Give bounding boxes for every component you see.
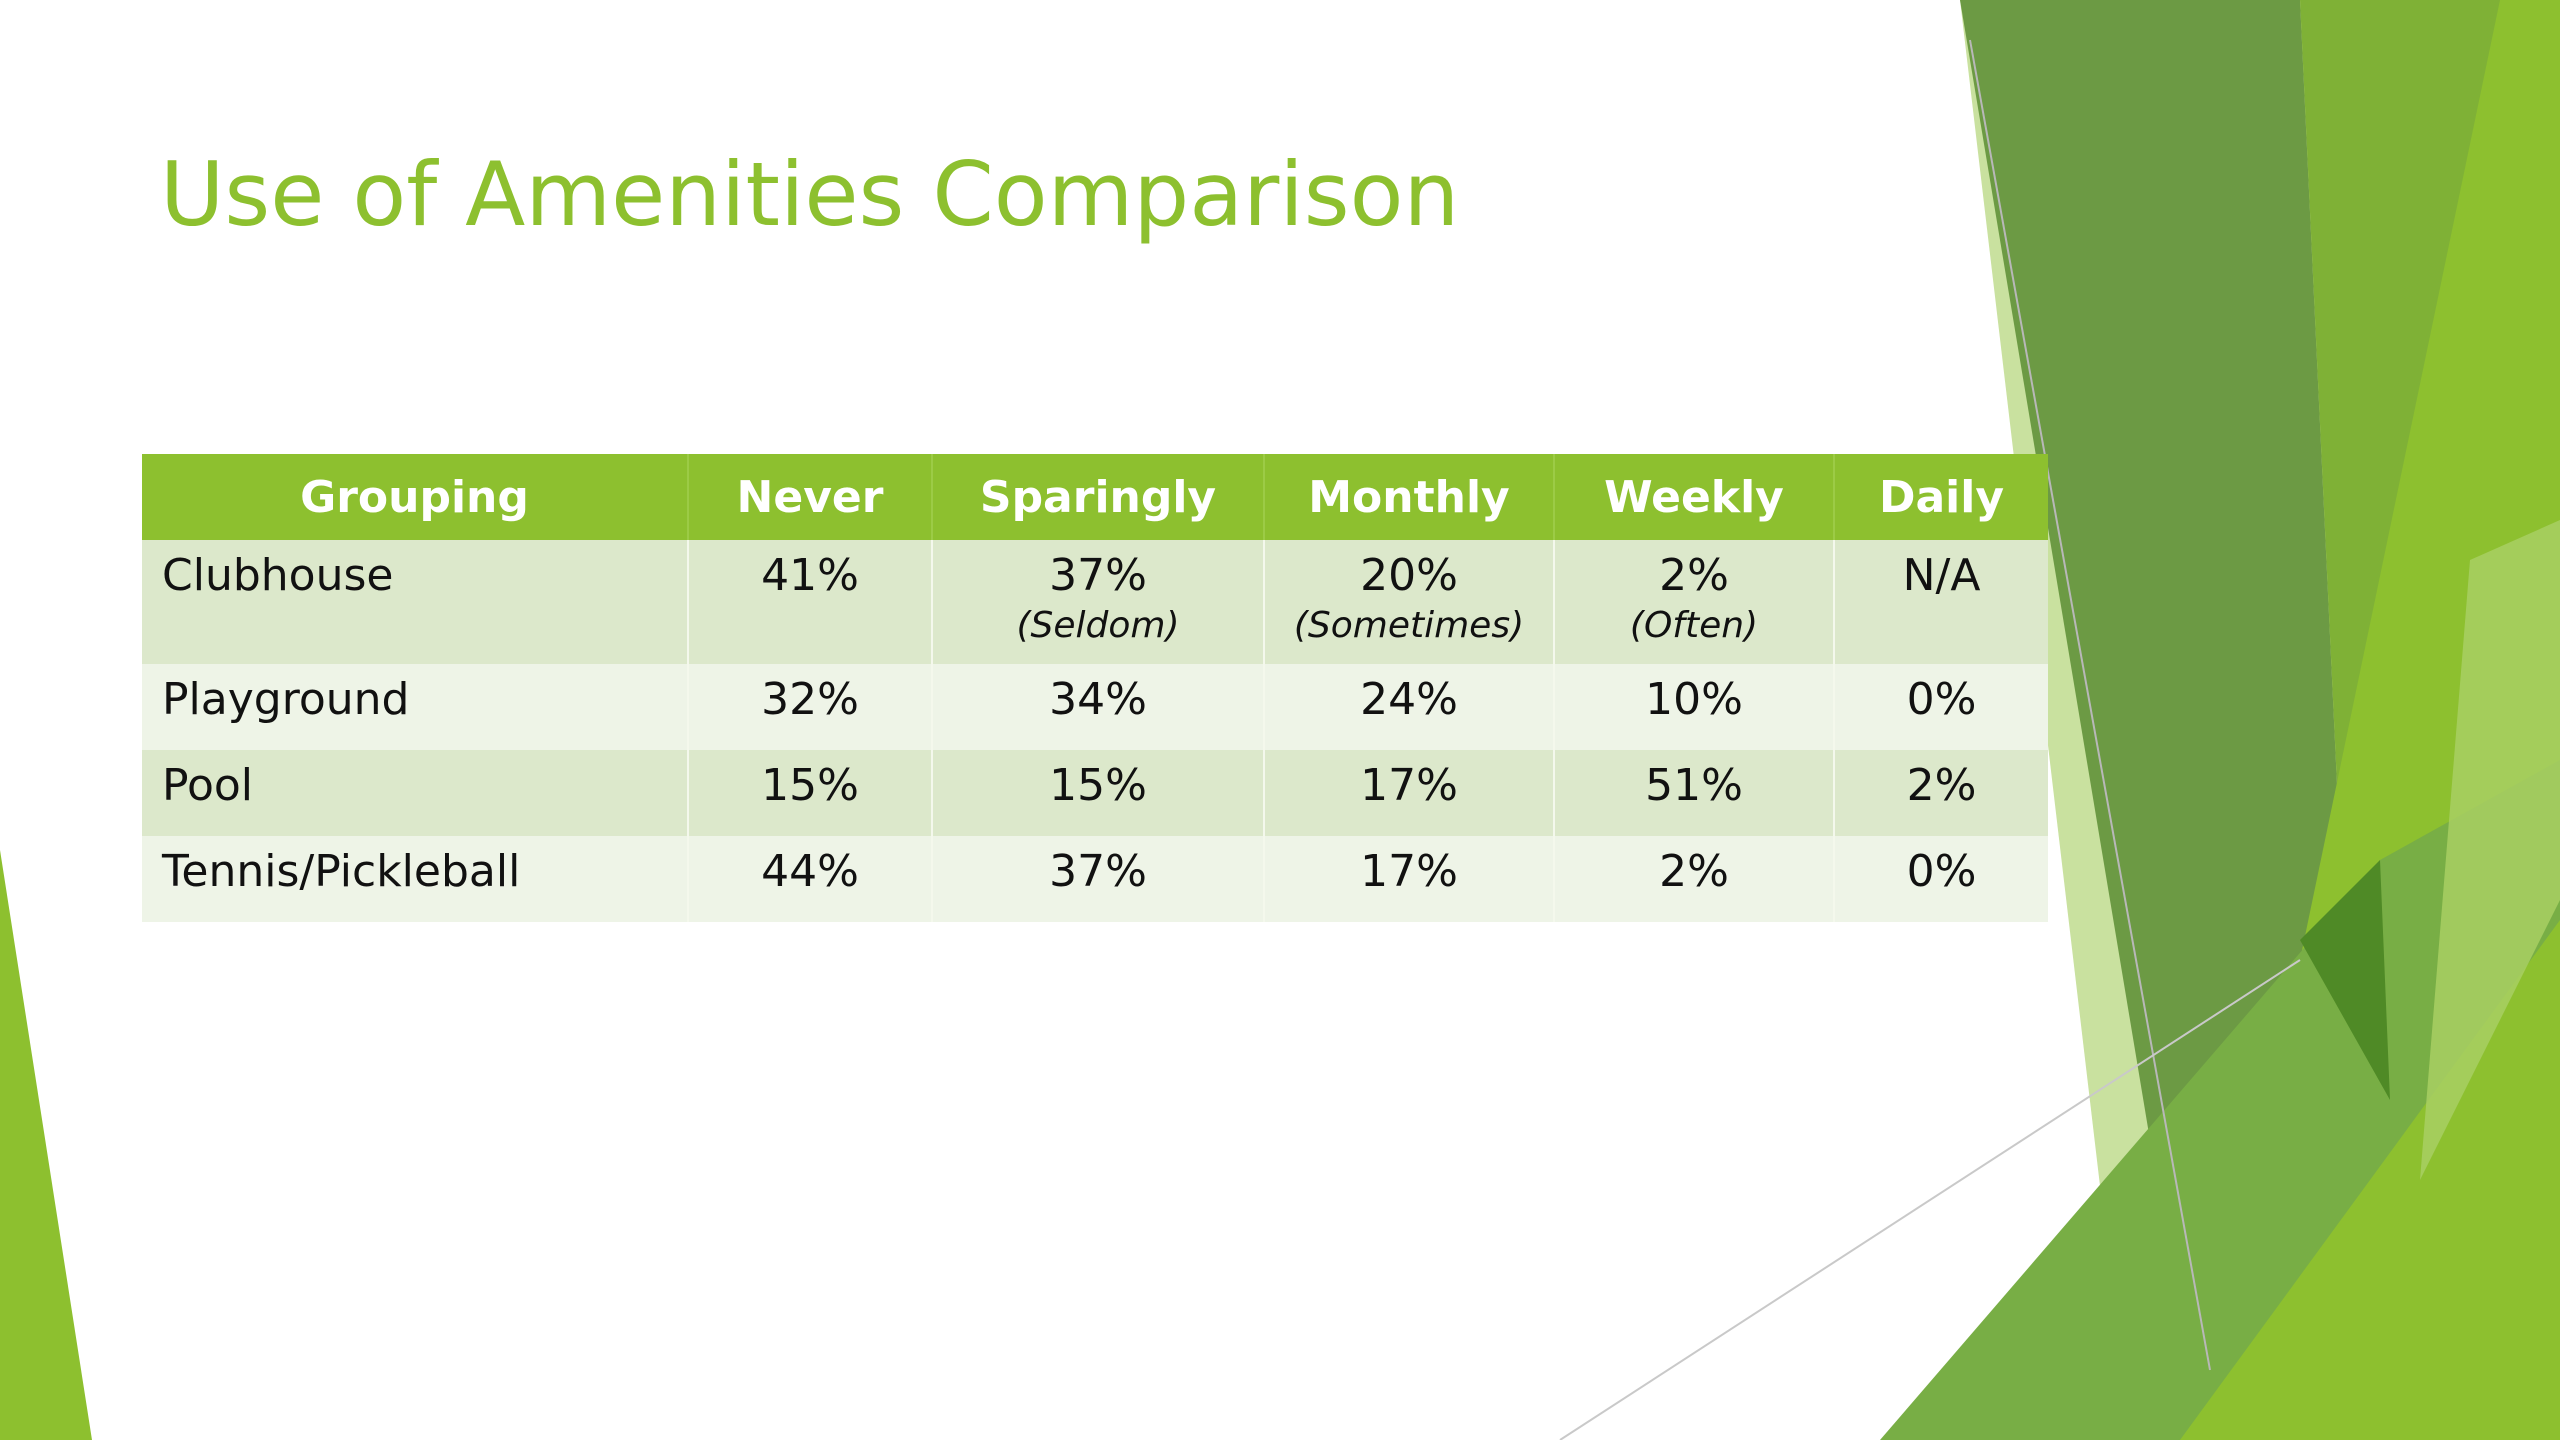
table-cell: 37% [932,836,1265,922]
row-label: Tennis/Pickleball [142,836,689,922]
table-row-playground: Playground 32% 34% 24% 10% 0% [142,664,2048,750]
table-cell: 2% [1834,750,2048,836]
right-facet-lower-deep [2300,860,2390,1100]
table-cell: 41% [688,540,933,664]
header-monthly: Monthly [1264,454,1555,540]
slide-title: Use of Amenities Comparison [160,143,1460,246]
table-cell: N/A [1834,540,2048,664]
cell-note: (Often) [1629,605,1759,646]
table-cell: 2% (Often) [1554,540,1835,664]
table-header-row: Grouping Never Sparingly Monthly Weekly … [142,454,2048,540]
header-grouping: Grouping [142,454,689,540]
table-cell: 0% [1834,836,2048,922]
row-label: Pool [142,750,689,836]
table-row-tennis-pickleball: Tennis/Pickleball 44% 37% 17% 2% 0% [142,836,2048,922]
table-cell: 0% [1834,664,2048,750]
table-row-pool: Pool 15% 15% 17% 51% 2% [142,750,2048,836]
table-row-clubhouse: Clubhouse 41% 37% (Seldom) 20% (Sometimes)… [142,540,2048,664]
header-weekly: Weekly [1554,454,1835,540]
table-cell: 20% (Sometimes) [1264,540,1555,664]
table-cell: 37% (Seldom) [932,540,1265,664]
table-cell: 32% [688,664,933,750]
table-cell: 2% [1554,836,1835,922]
table-cell: 15% [932,750,1265,836]
table-cell: 51% [1554,750,1835,836]
table-cell: 17% [1264,836,1555,922]
left-green-sliver [0,850,92,1440]
cell-note: (Sometimes) [1293,605,1525,646]
table-cell: 34% [932,664,1265,750]
table-cell: 24% [1264,664,1555,750]
header-daily: Daily [1834,454,2048,540]
thin-line-2 [1559,959,2301,1440]
amenities-table: Grouping Never Sparingly Monthly Weekly … [142,454,2048,922]
table-cell: 44% [688,836,933,922]
right-facet-highlight [2420,520,2560,1180]
thin-line-1 [1969,39,2211,1371]
table-cell: 15% [688,750,933,836]
table-cell: 10% [1554,664,1835,750]
cell-note: (Seldom) [1016,605,1180,646]
header-sparingly: Sparingly [932,454,1265,540]
row-label: Playground [142,664,689,750]
header-never: Never [688,454,933,540]
row-label: Clubhouse [142,540,689,664]
table-cell: 17% [1264,750,1555,836]
